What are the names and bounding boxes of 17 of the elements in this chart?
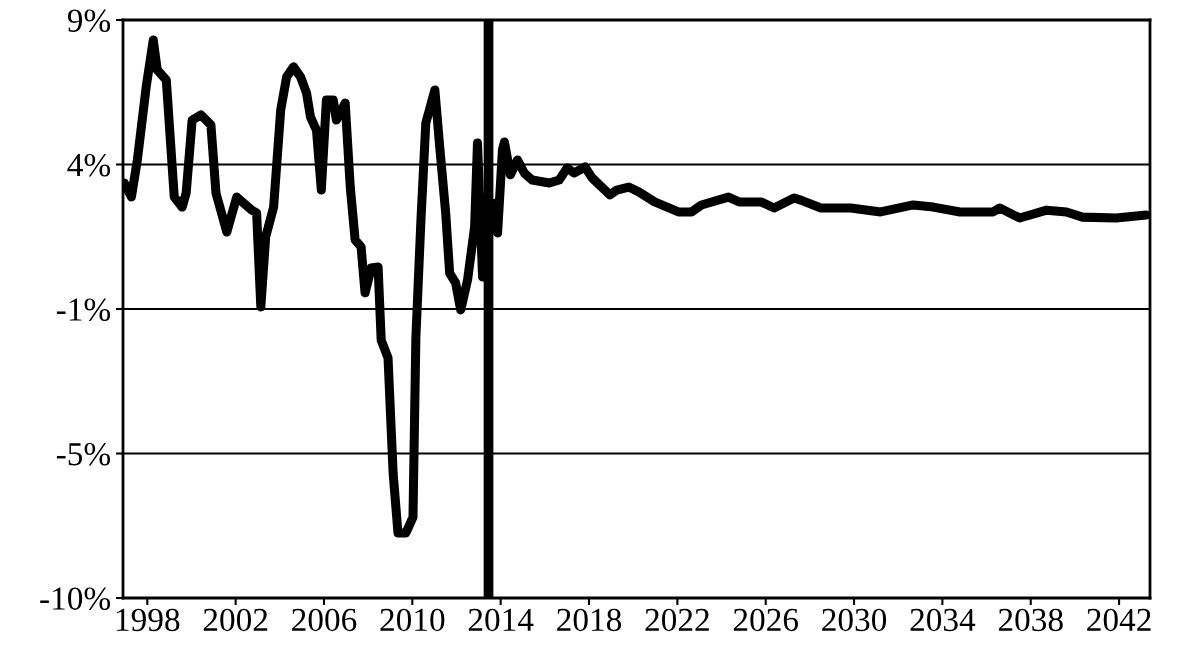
y-tick-label: -5% bbox=[56, 442, 111, 466]
x-tick-label: 2022 bbox=[645, 608, 709, 632]
x-tick-label: 2030 bbox=[822, 608, 887, 632]
x-tick-label: 2002 bbox=[203, 608, 268, 632]
x-tick-label: 2034 bbox=[910, 608, 976, 632]
y-tick-label: -10% bbox=[40, 587, 111, 610]
x-tick-label: 2042 bbox=[1087, 608, 1151, 632]
x-tick-label: 2014 bbox=[468, 608, 534, 632]
x-tick-label: 2026 bbox=[733, 608, 799, 632]
y-tick-label: 9% bbox=[67, 9, 111, 32]
x-tick-label: 1998 bbox=[116, 608, 180, 632]
x-tick-label: 2006 bbox=[292, 608, 357, 632]
x-tick-label: 2018 bbox=[557, 608, 622, 632]
y-tick-label: 4% bbox=[67, 153, 111, 177]
y-tick-label: -1% bbox=[56, 298, 111, 321]
x-tick-label: 2038 bbox=[998, 608, 1063, 632]
x-tick-label: 2010 bbox=[380, 608, 445, 632]
